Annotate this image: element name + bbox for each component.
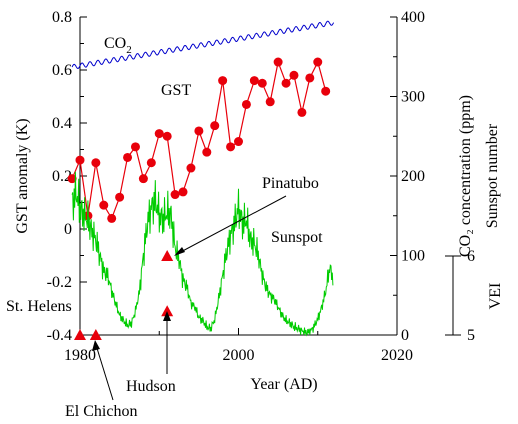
x-axis-title: Year (AD)	[250, 376, 317, 393]
eruption-triangle	[161, 250, 174, 261]
gst-point	[170, 190, 180, 200]
y-left-tick-label: -0.4	[47, 327, 72, 344]
gst-series-label: GST	[161, 82, 191, 99]
y-left-tick-label: 0.8	[52, 9, 72, 26]
el-chichon-arrowhead	[92, 340, 100, 351]
y-axis-right-sunspot-title: Sunspot number	[484, 123, 501, 228]
gst-point	[202, 147, 212, 157]
gst-point	[305, 73, 315, 83]
y-left-tick-label: 0.2	[52, 168, 72, 185]
y-right-tick-label: 400	[401, 9, 425, 26]
gst-point	[130, 142, 140, 152]
x-tick-label: 2020	[381, 347, 413, 364]
hudson-arrowhead	[163, 311, 171, 321]
sunspot-line	[71, 171, 334, 337]
y-left-tick-label: 0	[64, 221, 72, 238]
gst-point	[186, 163, 196, 173]
gst-point	[218, 76, 228, 86]
vei-tick-label: 6	[467, 248, 475, 265]
gst-point	[234, 137, 243, 147]
el-chichon-arrow-line	[95, 344, 114, 401]
eruption-triangle	[74, 329, 86, 340]
gst-point	[146, 158, 156, 168]
gst-point	[154, 129, 164, 139]
series-layer	[67, 20, 335, 337]
x-tick-label: 2000	[223, 347, 255, 364]
gst-point	[115, 192, 125, 202]
y-right-tick-label: 100	[401, 248, 425, 265]
gst-point	[241, 99, 251, 109]
co2-line	[71, 20, 335, 70]
eruption-triangle	[89, 329, 102, 340]
x-tick-label: 1980	[64, 347, 96, 364]
pinatubo-label: Pinatubo	[262, 175, 319, 192]
gst-point	[289, 70, 299, 80]
y-right-tick-label: 0	[401, 327, 409, 344]
y-left-tick-label: -0.2	[47, 274, 72, 291]
gst-point	[178, 187, 188, 197]
gst-point	[138, 174, 148, 184]
co2-label-text: CO	[104, 35, 126, 52]
gst-point	[281, 78, 291, 88]
gst-point	[273, 57, 283, 67]
y-left-tick-label: 0.6	[52, 62, 72, 79]
co2-label-subscript: 2	[126, 44, 132, 56]
sunspot-series-label: Sunspot	[271, 229, 323, 246]
gst-point	[67, 174, 77, 184]
gst-point	[107, 213, 117, 223]
pinatubo-arrow-line	[176, 195, 287, 255]
tick-group: 0.8 0.6 0.4 0.2 0 -0.2 -0.4 400 300 200 100 0 1980 20…	[47, 9, 475, 364]
gst-point	[194, 126, 204, 136]
co2-series-label: CO2	[104, 35, 132, 56]
pinatubo-arrowhead	[174, 247, 185, 256]
eruption-triangle	[161, 305, 174, 317]
gst-point	[226, 142, 236, 152]
y-right-tick-label: 200	[401, 168, 425, 185]
gst-point	[249, 76, 259, 86]
gst-point	[257, 78, 267, 88]
st-helens-label: St. Helens	[6, 298, 72, 315]
y-axis-right-co2-title: CO₂ concentration (ppm)	[457, 95, 474, 257]
gst-point	[297, 107, 307, 117]
gst-point	[313, 57, 323, 67]
gst-point	[321, 86, 331, 96]
el-chichon-label: El Chichon	[65, 403, 137, 420]
gst-point	[75, 155, 85, 165]
gst-point	[91, 158, 101, 168]
eruption-markers	[74, 250, 174, 340]
vei-axis-title: VEI	[487, 283, 504, 310]
gst-point	[265, 97, 275, 107]
gst-point	[99, 200, 109, 210]
y-right-tick-label: 300	[401, 89, 425, 106]
vei-tick-label: 5	[467, 327, 475, 344]
gst-point	[123, 152, 133, 162]
hudson-label: Hudson	[126, 378, 176, 395]
gst-point	[162, 131, 172, 141]
y-axis-left-title: GST anomaly (K)	[14, 118, 31, 233]
gst-point	[210, 121, 220, 131]
y-left-tick-label: 0.4	[52, 115, 72, 132]
